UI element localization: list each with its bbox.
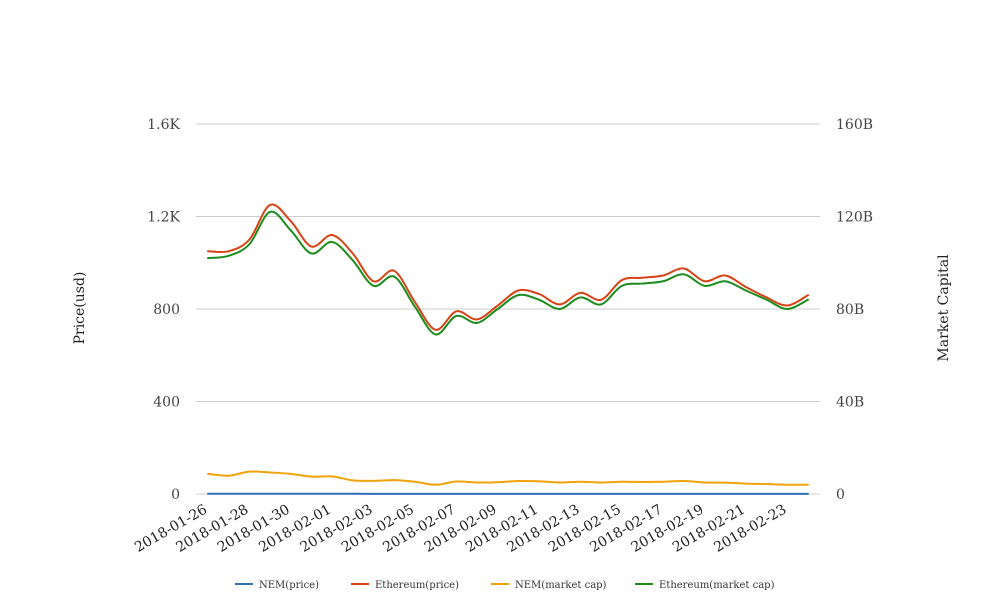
series-line-nem-market-cap xyxy=(207,470,809,486)
legend-item-nem-market-cap: NEM(market cap) xyxy=(491,580,607,591)
y-axis-right-ticks: 0 40B 80B 120B 160B xyxy=(836,117,873,503)
legend-item-nem-price: NEM(price) xyxy=(235,580,319,591)
legend-label: Ethereum(market cap) xyxy=(659,580,775,591)
y-right-tick-label: 80B xyxy=(836,302,864,318)
y-axis-left-title: Price(usd) xyxy=(72,272,88,345)
y-left-tick-label: 0 xyxy=(171,487,180,503)
series-line-ethereum-market-cap xyxy=(207,210,809,336)
y-left-tick-label: 1.2K xyxy=(147,210,180,226)
y-right-tick-label: 40B xyxy=(836,395,864,411)
gridlines xyxy=(196,123,820,495)
series-lines xyxy=(207,203,809,495)
y-left-tick-label: 1.6K xyxy=(147,117,180,133)
legend-item-ethereum-price: Ethereum(price) xyxy=(351,580,459,591)
series-line-ethereum-price xyxy=(207,203,809,331)
y-axis-left-ticks: 0 400 800 1.2K 1.6K xyxy=(147,117,180,503)
legend-label: Ethereum(price) xyxy=(375,580,459,591)
y-left-tick-label: 800 xyxy=(153,302,180,318)
y-right-tick-label: 120B xyxy=(836,210,873,226)
x-axis-ticks: 2018-01-262018-01-282018-01-302018-02-01… xyxy=(132,502,789,556)
y-right-tick-label: 160B xyxy=(836,117,873,133)
legend: NEM(price) Ethereum(price) NEM(market cap)… xyxy=(235,580,775,591)
legend-item-ethereum-market-cap: Ethereum(market cap) xyxy=(635,580,775,591)
legend-label: NEM(market cap) xyxy=(515,580,607,591)
y-axis-right-title: Market Capital xyxy=(936,254,952,362)
legend-label: NEM(price) xyxy=(259,580,319,591)
y-right-tick-label: 0 xyxy=(836,487,845,503)
y-left-tick-label: 400 xyxy=(153,395,180,411)
